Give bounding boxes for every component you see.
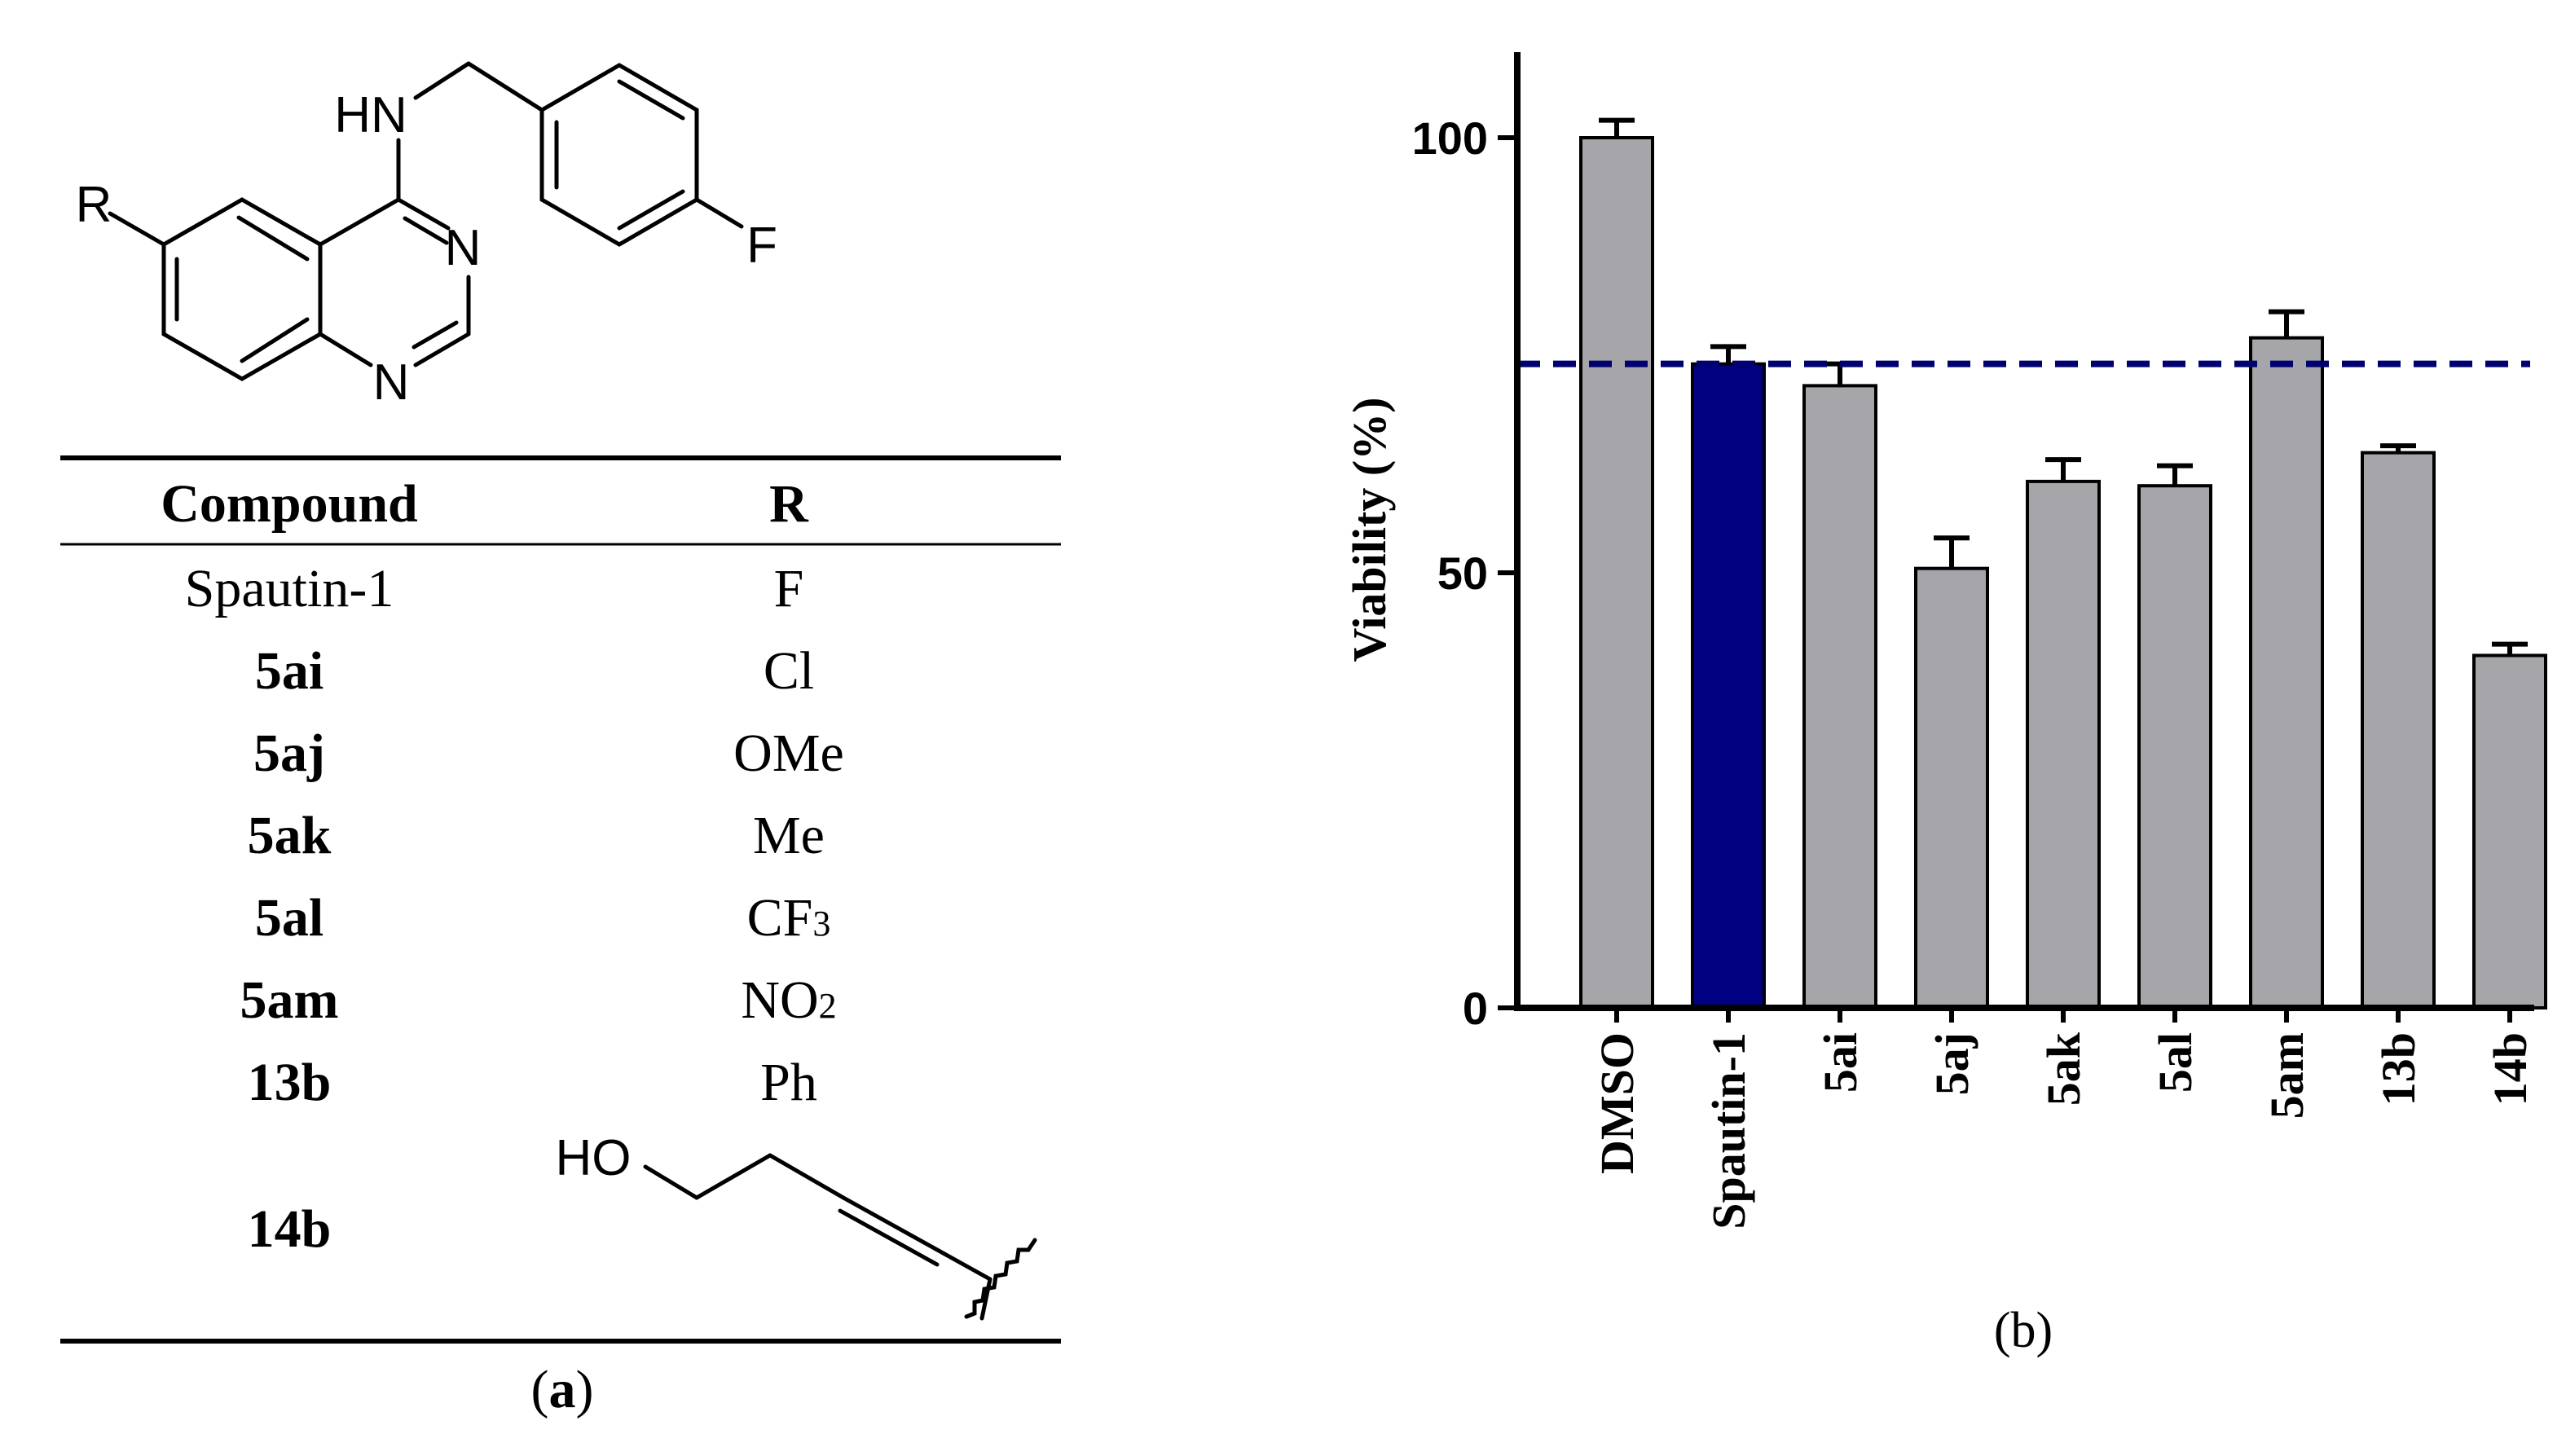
bar <box>2137 484 2212 1010</box>
table-row: 5aj OMe <box>253 724 844 783</box>
bar <box>1914 566 1989 1010</box>
table-cell-r: Ph <box>760 1053 817 1112</box>
hydroxybutynyl-structure <box>643 1153 1037 1321</box>
table-row: Spautin-1 F <box>185 559 804 618</box>
x-tick-label: 13b <box>2372 1032 2425 1106</box>
bar <box>1579 136 1654 1010</box>
x-tick-label: Spautin-1 <box>1702 1032 1755 1229</box>
table-cell-r: OMe <box>733 724 844 783</box>
table-header-r: R <box>769 474 809 534</box>
x-tick-label: 5al <box>2149 1032 2202 1093</box>
table-cell-r: Me <box>753 806 825 865</box>
quinazoline-structure <box>108 61 744 381</box>
table-row: 5ak Me <box>248 806 825 865</box>
bar <box>2472 653 2547 1010</box>
bar <box>2249 336 2324 1010</box>
table-cell-compound: 5aj <box>253 724 325 783</box>
caption-paren-open: ( <box>531 1360 549 1419</box>
x-tick-label: 5aj <box>1926 1032 1978 1095</box>
table-cell-r: CF3 <box>747 888 831 948</box>
table-cell-compound: 5am <box>240 970 339 1030</box>
substituent-ho-label: HO <box>556 1130 632 1186</box>
y-tick-label: 0 <box>1463 983 1488 1034</box>
y-tick-label: 100 <box>1412 112 1488 164</box>
bar <box>1691 362 1766 1010</box>
table-row: 5ai Cl <box>255 641 814 701</box>
table-cell-compound: 5ai <box>255 641 324 701</box>
caption-letter: a <box>549 1360 576 1419</box>
table-row: 14b HO <box>248 1130 1037 1321</box>
table-cell-r: F <box>774 559 804 618</box>
bar <box>2361 451 2436 1010</box>
table-cell-r: NO2 <box>741 970 836 1030</box>
structure-n-label-2: N <box>373 354 410 411</box>
structure-r-label: R <box>76 177 112 233</box>
x-tick-label: 5ak <box>2037 1032 2090 1106</box>
x-tick-label: 5am <box>2260 1032 2313 1119</box>
y-axis-label: Viability (%) <box>1343 398 1396 662</box>
y-tick-label: 50 <box>1437 548 1488 599</box>
panel-a-caption: (a) <box>531 1360 594 1419</box>
table-row: 5al CF3 <box>255 888 831 948</box>
table-cell-compound: 5al <box>255 888 324 948</box>
r-main-text: NO <box>741 970 818 1030</box>
structure-f-label: F <box>746 218 777 274</box>
caption-paren-close: ) <box>576 1360 594 1419</box>
chart-plot-area: DMSO Spautin-1 5ai 5aj 5ak 5al 5am 13b 14b 0 50 100 <box>1412 52 2547 1229</box>
r-subscript: 3 <box>812 904 830 944</box>
table-cell-compound: Spautin-1 <box>185 559 394 618</box>
panel-b-caption: (b) <box>1994 1303 2053 1358</box>
table-cell-compound: 5ak <box>248 806 332 865</box>
structure-hn-label: HN <box>334 87 407 143</box>
x-tick-label: 14b <box>2484 1032 2537 1106</box>
table-header-compound: Compound <box>161 474 417 534</box>
table-row: 13b Ph <box>248 1053 817 1112</box>
panel-b-bar-chart: Viability (%) DMSO Spautin-1 5ai 5aj 5ak 5al 5… <box>1343 52 2547 1358</box>
table-cell-r: Cl <box>764 641 814 701</box>
r-subscript: 2 <box>819 986 837 1026</box>
table-cell-compound: 13b <box>248 1053 332 1112</box>
table-row: 5am NO2 <box>240 970 837 1030</box>
bar <box>1802 384 1877 1010</box>
bar <box>2026 479 2101 1010</box>
r-main-text: CF <box>747 888 813 948</box>
structure-n-label-1: N <box>445 220 482 276</box>
x-tick-label: DMSO <box>1591 1032 1644 1174</box>
panel-a-structure-table: R HN N N F Compound R Spautin-1 F 5ai Cl… <box>60 61 1061 1419</box>
table-cell-compound: 14b <box>248 1199 332 1259</box>
x-tick-label: 5ai <box>1814 1032 1867 1093</box>
